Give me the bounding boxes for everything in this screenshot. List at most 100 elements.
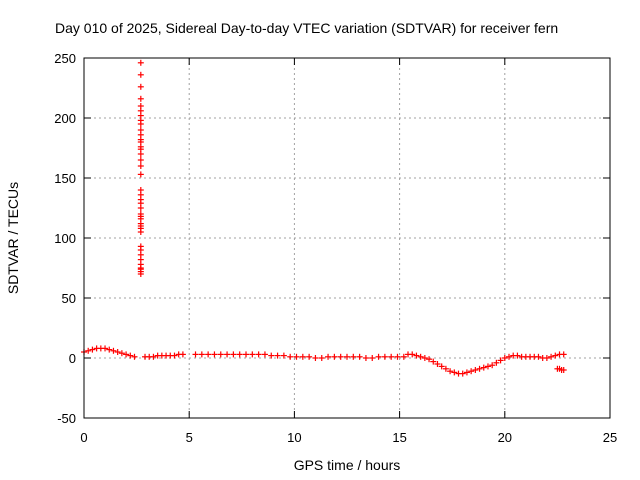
data-point	[356, 353, 363, 360]
data-point	[137, 83, 144, 90]
data-point	[137, 157, 144, 163]
data-point	[137, 213, 144, 220]
y-tick-label: 100	[54, 231, 76, 246]
data-point	[447, 368, 454, 375]
chart-title: Day 010 of 2025, Sidereal Day-to-day VTE…	[55, 20, 558, 36]
data-point	[337, 353, 344, 360]
plot-frame	[83, 57, 611, 419]
data-point	[451, 369, 458, 376]
data-point	[137, 103, 144, 109]
data-point	[506, 353, 513, 360]
data-point	[560, 367, 567, 373]
x-tick-label: 15	[392, 430, 406, 445]
y-tick-label: 150	[54, 171, 76, 186]
data-point	[137, 163, 144, 169]
data-point	[230, 351, 237, 358]
data-point	[261, 351, 268, 358]
data-point	[137, 171, 144, 178]
data-point	[501, 355, 508, 361]
data-point	[249, 351, 256, 358]
data-point	[548, 353, 555, 360]
y-tick-label: 250	[54, 51, 76, 66]
data-point	[493, 359, 500, 366]
data-point	[394, 353, 401, 360]
data-point	[137, 59, 144, 66]
data-point	[110, 347, 117, 354]
data-point	[489, 362, 496, 369]
data-point	[114, 349, 121, 355]
data-point	[131, 353, 138, 360]
data-point	[137, 139, 144, 145]
data-point	[217, 351, 224, 358]
data-point	[484, 363, 491, 370]
data-point	[236, 351, 243, 358]
data-point	[438, 363, 445, 370]
data-point	[293, 353, 300, 360]
data-point	[318, 355, 325, 361]
data-point	[552, 352, 559, 359]
x-tick-label: 25	[603, 430, 617, 445]
data-point	[137, 146, 144, 153]
data-point	[106, 346, 113, 353]
data-point	[224, 351, 231, 358]
data-point	[325, 353, 332, 360]
x-tick-label: 20	[498, 430, 512, 445]
data-point	[430, 358, 437, 365]
data-point	[388, 353, 395, 360]
data-point	[442, 365, 449, 372]
data-point	[280, 352, 287, 359]
data-point	[417, 353, 424, 360]
y-tick-label: 50	[62, 291, 76, 306]
data-point	[409, 351, 416, 358]
data-point	[312, 355, 319, 361]
x-tick-label: 10	[287, 430, 301, 445]
data-point	[299, 353, 306, 360]
gridlines	[84, 58, 610, 418]
data-point	[102, 345, 109, 352]
data-point	[192, 351, 199, 358]
data-points	[81, 59, 567, 377]
data-point	[127, 352, 134, 359]
data-point	[400, 353, 407, 360]
data-point	[463, 369, 470, 376]
data-point	[344, 353, 350, 360]
data-point	[137, 71, 144, 78]
data-point	[287, 353, 294, 360]
data-point	[472, 367, 479, 373]
data-point	[137, 187, 144, 193]
y-tick-label: 200	[54, 111, 76, 126]
data-point	[543, 355, 550, 361]
data-point	[89, 346, 96, 353]
data-point	[137, 95, 144, 102]
data-point	[137, 243, 144, 250]
data-point	[274, 352, 281, 359]
data-point	[268, 352, 275, 359]
data-point	[306, 353, 313, 360]
data-point	[205, 351, 212, 358]
data-point	[179, 351, 186, 358]
data-point	[137, 223, 144, 229]
data-point	[497, 357, 504, 364]
axis-ticks: 0 5 10 15 20 25 -50 0 50 100 150 200 250	[54, 51, 617, 445]
data-point	[331, 353, 338, 360]
x-tick-label: 5	[186, 430, 193, 445]
data-point	[476, 365, 483, 372]
data-point	[137, 266, 144, 273]
data-point	[362, 355, 369, 361]
x-tick-label: 0	[80, 430, 87, 445]
data-point	[459, 370, 466, 377]
data-point	[211, 351, 218, 358]
data-point	[434, 361, 441, 367]
data-point	[535, 353, 542, 360]
data-point	[375, 353, 382, 360]
data-point	[381, 353, 388, 360]
data-point	[255, 351, 262, 358]
data-point	[198, 351, 205, 358]
data-point	[560, 351, 567, 358]
data-point	[137, 127, 144, 133]
data-point	[369, 355, 376, 361]
data-point	[350, 353, 357, 360]
data-point	[413, 352, 420, 359]
data-point	[171, 352, 178, 359]
